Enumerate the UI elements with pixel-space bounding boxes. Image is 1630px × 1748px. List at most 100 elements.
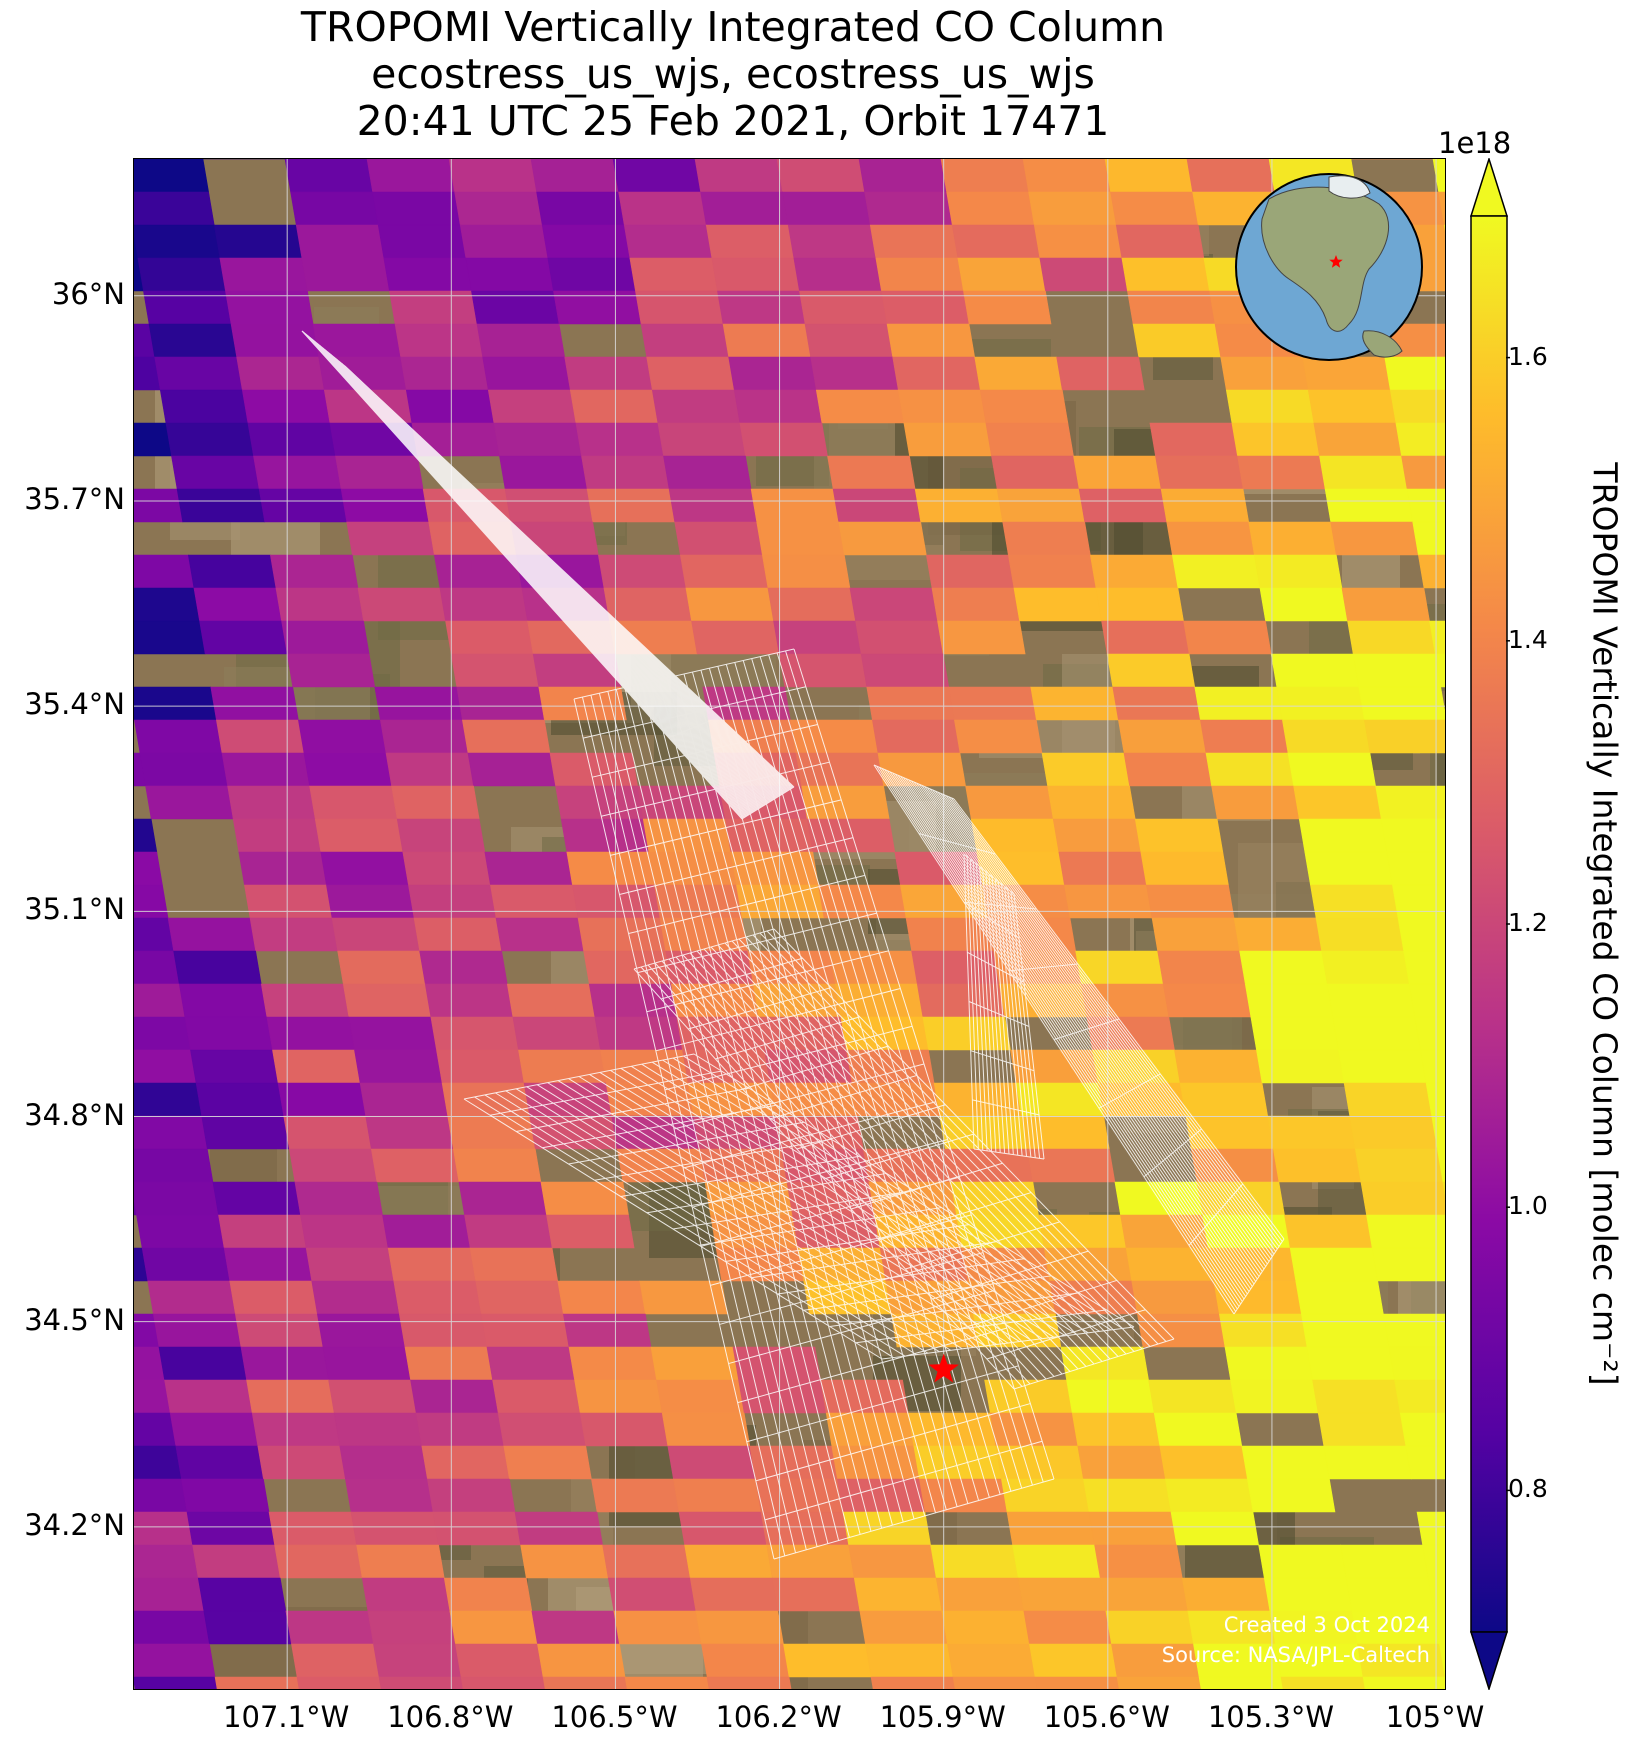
co-pixel (1239, 950, 1328, 985)
co-pixel (134, 620, 206, 655)
footprint-line (594, 1138, 832, 1181)
co-pixel (804, 323, 894, 358)
co-pixel (1112, 686, 1201, 721)
co-pixel (538, 686, 627, 721)
co-pixel (348, 1016, 437, 1051)
co-pixel (562, 1313, 652, 1348)
footprint-line (582, 686, 806, 739)
co-pixel (184, 1016, 273, 1051)
co-pixel (283, 1115, 372, 1150)
footprint-line (742, 1045, 889, 1090)
footprint-line (1188, 1183, 1244, 1246)
co-pixel (230, 323, 320, 358)
co-pixel (1406, 488, 1445, 523)
latitude-tick-label: 36°N (51, 276, 125, 311)
co-pixel (447, 1115, 536, 1150)
co-pixel (989, 1412, 1079, 1447)
co-pixel (848, 1544, 937, 1579)
co-pixel (782, 191, 871, 226)
co-pixel (134, 884, 169, 919)
co-pixel (181, 1478, 270, 1513)
co-pixel (394, 323, 484, 358)
co-pixel (402, 851, 491, 886)
co-pixel (272, 1049, 361, 1084)
co-pixel (316, 1313, 406, 1348)
co-pixel (147, 1280, 236, 1315)
co-pixel (1338, 1049, 1427, 1084)
co-pixel (694, 159, 783, 193)
co-pixel (1022, 159, 1111, 193)
co-pixel (991, 455, 1080, 490)
co-pixel (1364, 719, 1445, 754)
co-pixel (192, 1544, 281, 1579)
longitude-tick-label: 107.1°W (223, 1700, 350, 1734)
co-pixel (1174, 1049, 1263, 1084)
co-pixel (400, 356, 489, 391)
co-pixel (232, 818, 322, 853)
target-star-marker (928, 1353, 959, 1383)
footprint-line (967, 951, 1025, 983)
co-pixel (1039, 257, 1128, 292)
co-pixel (223, 1247, 313, 1282)
co-pixel (536, 191, 625, 226)
co-pixel (541, 224, 631, 259)
co-pixel (367, 1610, 456, 1645)
co-pixel (1358, 686, 1445, 721)
co-pixel (430, 1016, 519, 1051)
co-pixel (1021, 1115, 1110, 1150)
co-pixel (322, 1346, 411, 1381)
co-pixel (346, 521, 435, 556)
co-pixel (1230, 1379, 1319, 1414)
co-pixel (728, 356, 817, 391)
co-pixel (925, 554, 1015, 589)
co-pixel (512, 1016, 601, 1051)
longitude-tick-label: 106.5°W (551, 1700, 678, 1734)
co-pixel (574, 1379, 663, 1414)
co-pixel (711, 257, 800, 292)
co-pixel (1434, 653, 1445, 688)
co-pixel (499, 455, 588, 490)
co-pixel (1307, 389, 1397, 424)
co-pixel (1425, 1082, 1445, 1117)
footprint-line (710, 1214, 972, 1286)
co-pixel (1408, 983, 1445, 1018)
co-pixel (171, 455, 260, 490)
co-pixel (579, 1412, 669, 1447)
colorbar-extend-min (1470, 1631, 1509, 1690)
co-pixel (216, 719, 305, 754)
co-pixel (382, 1214, 471, 1249)
inset-globe (1235, 173, 1423, 361)
co-pixel (568, 1346, 657, 1381)
co-pixel (935, 1577, 1025, 1612)
co-pixel (152, 1313, 242, 1348)
map-panel[interactable]: Created 3 Oct 2024 Source: NASA/JPL-Calt… (133, 158, 1446, 1690)
globe-south-america (1362, 330, 1403, 358)
co-pixel (771, 1577, 861, 1612)
co-pixel (169, 1412, 259, 1447)
co-pixel (705, 224, 795, 259)
co-pixel (685, 587, 774, 622)
colorbar-tick-label: 0.8 (1508, 1474, 1548, 1504)
co-pixel (623, 224, 713, 259)
co-pixel (469, 1247, 559, 1282)
co-pixel (455, 1643, 544, 1678)
co-pixel (1388, 1346, 1445, 1381)
co-pixel (356, 1544, 445, 1579)
co-pixel (940, 159, 1029, 193)
co-pixel (1218, 1313, 1308, 1348)
footprint-line (878, 1192, 1032, 1240)
footprint-line (796, 1104, 946, 1150)
co-pixel (569, 389, 659, 424)
co-pixel (1343, 1082, 1433, 1117)
co-pixel (877, 752, 966, 787)
co-pixel (1310, 884, 1399, 919)
co-pixel (1073, 455, 1162, 490)
co-pixel (320, 851, 409, 886)
footprint-line (516, 1087, 750, 1132)
co-pixel (875, 257, 964, 292)
co-pixel (1295, 1280, 1384, 1315)
longitude-tick-label: 106.8°W (387, 1700, 514, 1734)
co-pixel (1399, 1412, 1445, 1447)
co-pixel (600, 1049, 689, 1084)
co-pixel (251, 1412, 341, 1447)
